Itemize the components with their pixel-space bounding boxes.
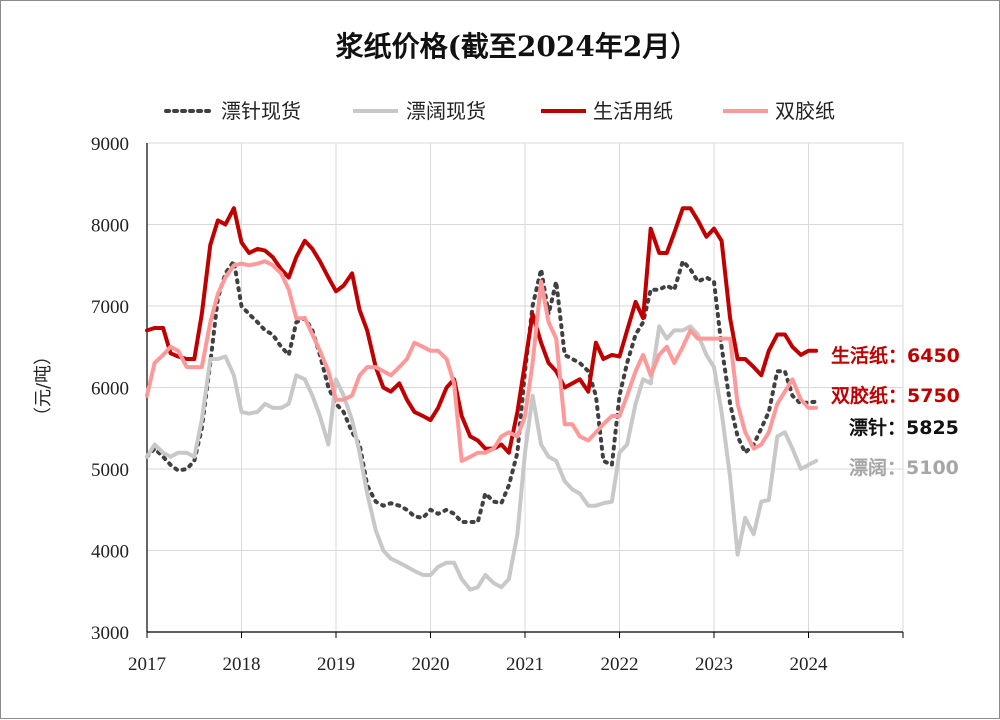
series-lines — [145, 206, 819, 592]
annotation-tissue: 生活纸：6450 — [831, 344, 960, 367]
series-line-2 — [145, 206, 819, 455]
y-tick-label: 5000 — [91, 460, 129, 481]
annotation-offset: 双胶纸：5750 — [831, 384, 960, 407]
legend-label-2: 生活用纸 — [593, 99, 673, 123]
annotation-softwood: 漂针：5825 — [849, 416, 959, 439]
y-tick-label: 6000 — [91, 379, 129, 400]
y-axis-label: （元/吨） — [33, 347, 54, 425]
annotation-hardwood: 漂阔：5100 — [849, 457, 959, 479]
x-tick-label: 2021 — [506, 654, 544, 675]
y-tick-label: 8000 — [91, 216, 129, 237]
x-tick-label: 2022 — [601, 654, 639, 675]
legend-label-0: 漂针现货 — [221, 99, 301, 123]
legend-label-1: 漂阔现货 — [406, 99, 486, 123]
y-tick-label: 9000 — [91, 134, 129, 155]
x-tick-label: 2019 — [317, 654, 355, 675]
x-tick-label: 2024 — [790, 654, 829, 675]
series-line-0 — [145, 259, 819, 524]
y-tick-label: 3000 — [91, 623, 129, 644]
series-line-3 — [145, 259, 819, 463]
x-tick-label: 2023 — [695, 654, 733, 675]
x-tick-label: 2018 — [223, 654, 261, 675]
legend-label-3: 双胶纸 — [775, 99, 835, 123]
y-tick-label: 7000 — [91, 297, 129, 318]
series-line-1 — [145, 324, 819, 592]
legend: 漂针现货 漂阔现货 生活用纸 双胶纸 — [164, 99, 835, 123]
axes: 3000 4000 5000 6000 7000 8000 9000 2017 2018 2019… — [91, 134, 904, 675]
chart-title: 浆纸价格(截至2024年2月） — [336, 30, 699, 63]
x-tick-label: 2017 — [128, 654, 166, 675]
y-tick-label: 4000 — [91, 542, 129, 563]
annotations: 生活纸：6450 双胶纸：5750 漂针：5825 漂阔：5100 — [831, 344, 960, 479]
x-tick-label: 2020 — [412, 654, 450, 675]
